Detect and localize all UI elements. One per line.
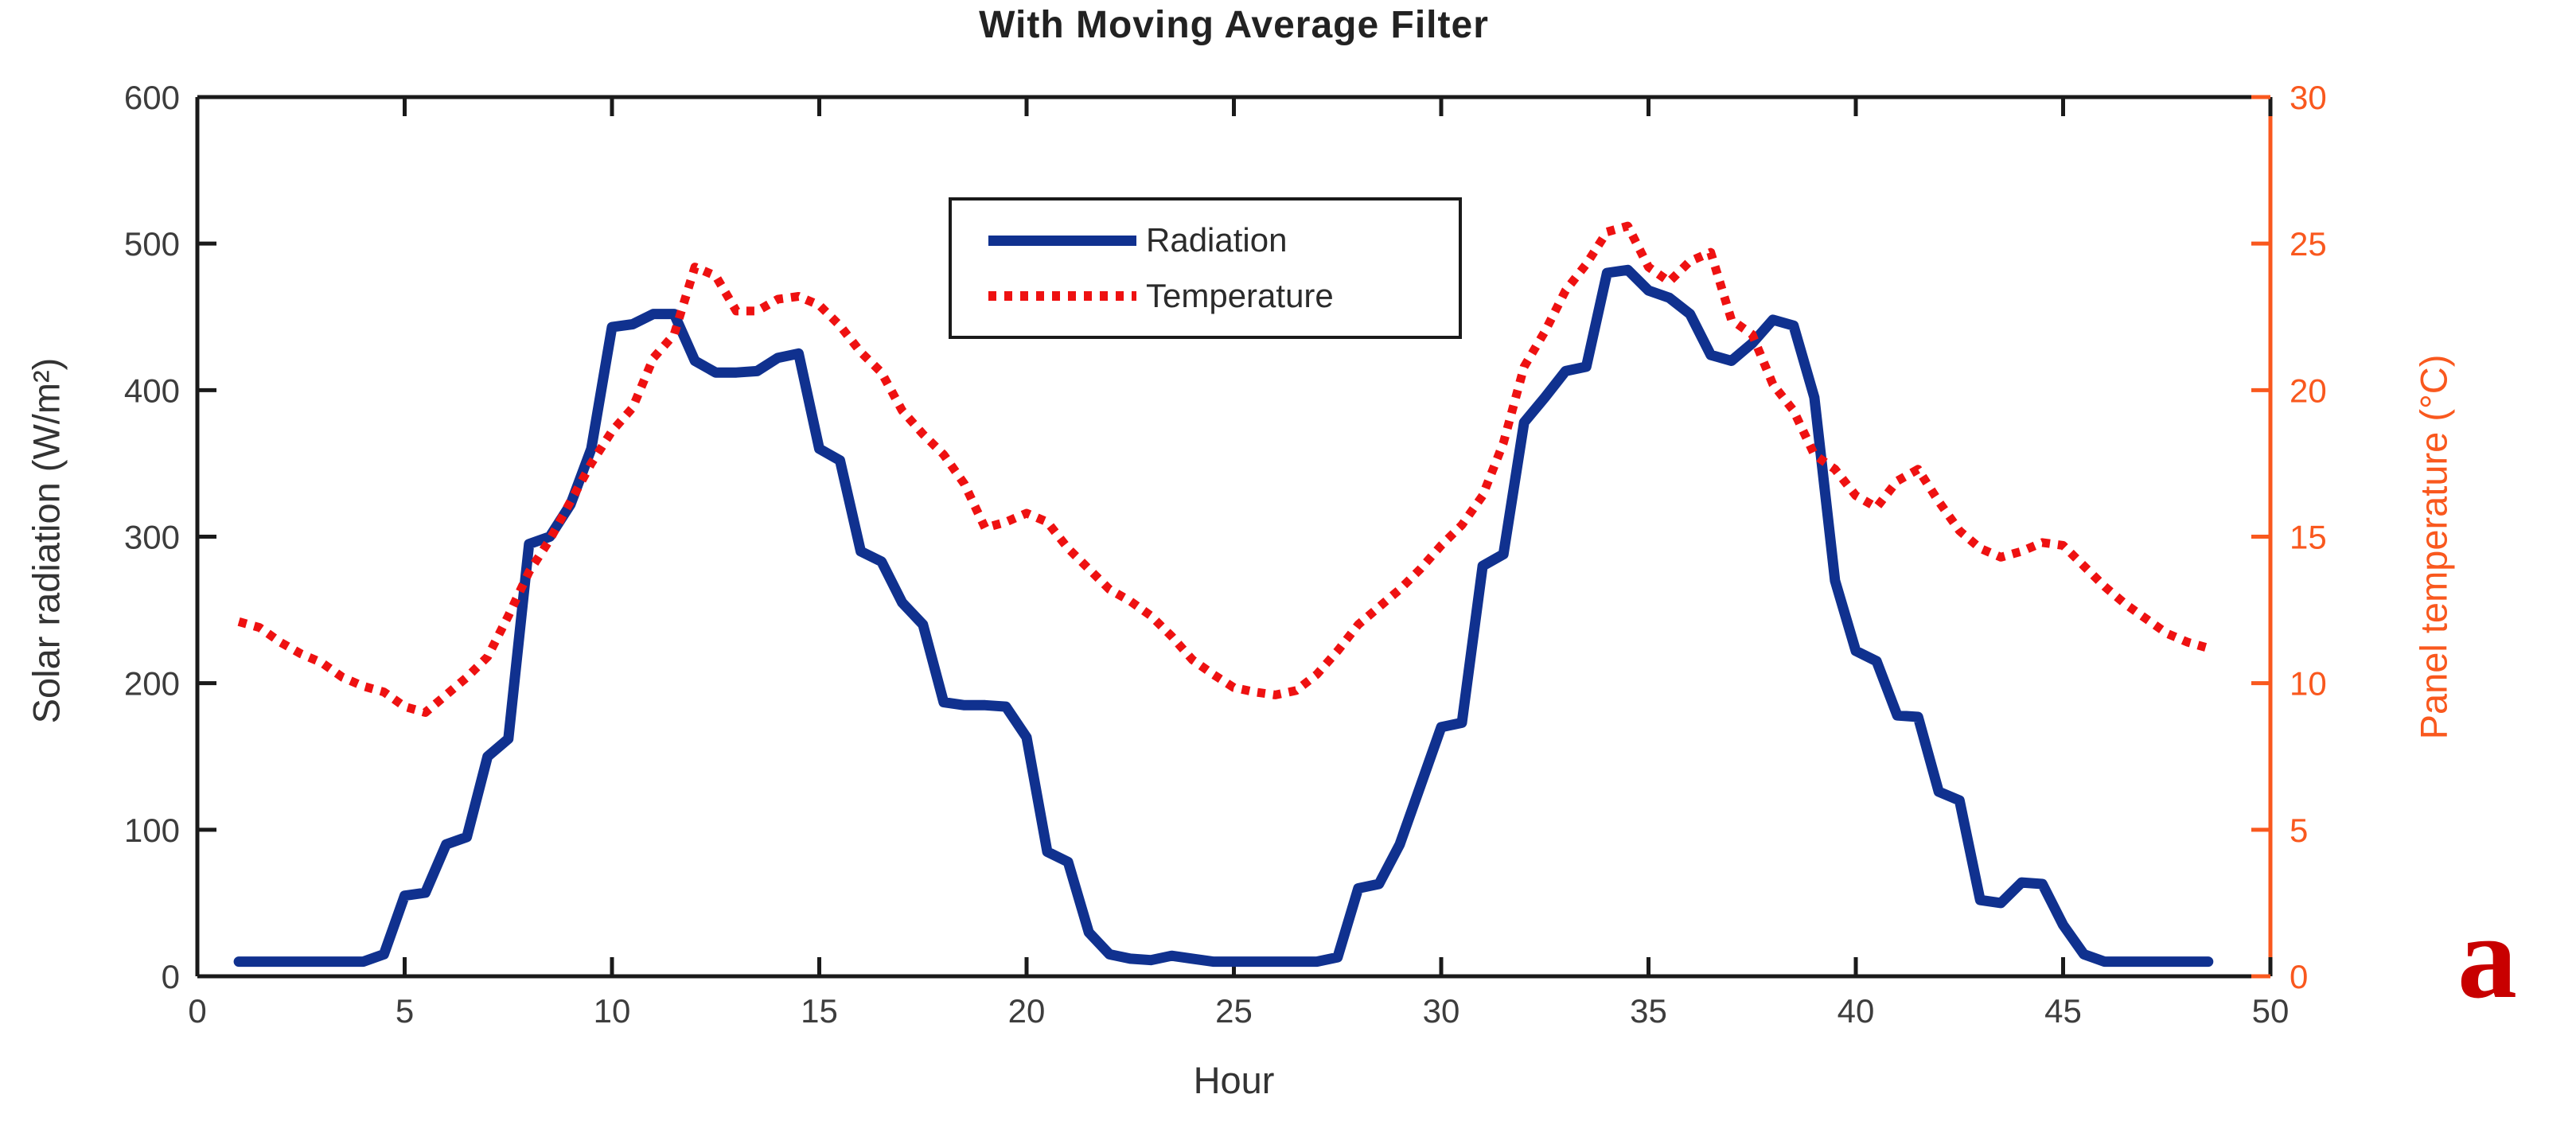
left-axis-label: Solar radiation (W/m²): [25, 357, 68, 724]
y-tick-label-right: 30: [2290, 79, 2327, 116]
legend: Radiation Temperature: [949, 197, 1462, 339]
y-tick-label-right: 10: [2290, 665, 2327, 703]
x-tick-label: 35: [1630, 992, 1667, 1030]
y-tick-label-left: 400: [124, 372, 180, 409]
y-tick-label-left: 300: [124, 519, 180, 556]
y-tick-label-left: 200: [124, 665, 180, 703]
temperature-line-sample: [988, 291, 1136, 301]
x-tick-label: 50: [2252, 992, 2290, 1030]
y-tick-label-left: 500: [124, 225, 180, 263]
radiation-line-sample: [988, 235, 1136, 246]
y-tick-label-right: 0: [2290, 958, 2308, 995]
x-tick-label: 5: [396, 992, 414, 1030]
right-axis-label: Panel temperature (°C): [2412, 354, 2455, 740]
y-tick-label-left: 100: [124, 812, 180, 849]
x-tick-label: 30: [1423, 992, 1460, 1030]
temperature-line: [237, 221, 2210, 717]
legend-item-temperature: Temperature: [952, 277, 1459, 315]
chart-title: With Moving Average Filter: [979, 4, 1489, 46]
x-tick-label: 10: [594, 992, 631, 1030]
legend-item-radiation: Radiation: [952, 221, 1459, 259]
y-tick-label-right: 20: [2290, 372, 2327, 409]
x-tick-label: 25: [1215, 992, 1253, 1030]
x-tick-label: 0: [188, 992, 206, 1030]
radiation-line: [233, 264, 2214, 968]
y-tick-label-right: 15: [2290, 519, 2327, 556]
y-tick-label-left: 0: [162, 958, 180, 995]
y-tick-label-right: 25: [2290, 225, 2327, 263]
legend-label-temperature: Temperature: [1146, 277, 1334, 314]
x-tick-label: 15: [801, 992, 838, 1030]
y-tick-label-left: 600: [124, 79, 180, 116]
x-tick-label: 20: [1008, 992, 1046, 1030]
panel-letter-a: a: [2457, 891, 2517, 1023]
legend-label-radiation: Radiation: [1146, 221, 1288, 259]
x-axis-label: Hour: [1193, 1059, 1275, 1101]
x-tick-label: 45: [2044, 992, 2082, 1030]
y-tick-label-right: 5: [2290, 812, 2308, 849]
x-tick-label: 40: [1837, 992, 1875, 1030]
